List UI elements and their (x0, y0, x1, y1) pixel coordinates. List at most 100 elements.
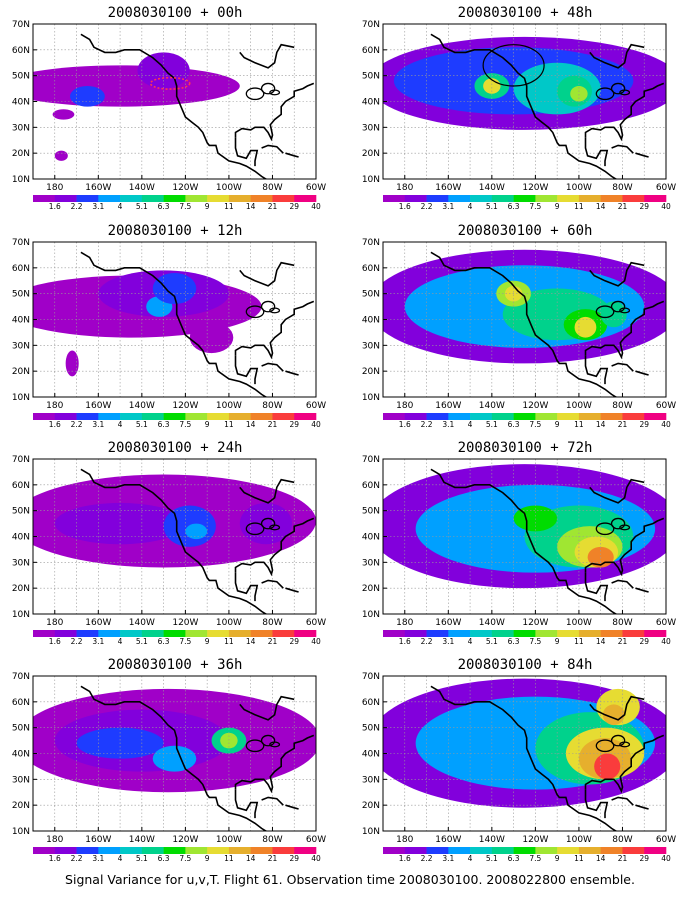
colorbar-swatch (448, 847, 471, 854)
lat-tick-label: 40N (362, 533, 380, 543)
colorbar-swatch (207, 195, 230, 202)
colorbar-label: 21 (268, 637, 278, 646)
lon-tick-label: 120W (172, 835, 198, 845)
colorbar-label: 4 (468, 420, 473, 429)
colorbar-swatch (448, 413, 471, 420)
colorbar-swatch (404, 630, 427, 637)
lon-tick-label: 100W (566, 835, 592, 845)
colorbar-swatch (448, 195, 471, 202)
lat-tick-label: 30N (362, 775, 380, 785)
colorbar-label: 3.1 (442, 202, 454, 211)
colorbar-label: 3.1 (92, 420, 104, 429)
colorbar-swatch (33, 195, 56, 202)
colorbar-label: 29 (289, 637, 299, 646)
map-plot: 10N 20N 30N 40N 50N 60N 70N 180 160W 140W 120W 100W… (362, 238, 676, 429)
colorbar-swatch (207, 413, 230, 420)
colorbar-label: 7.5 (529, 202, 541, 211)
colorbar-swatch (491, 630, 514, 637)
lat-tick-label: 70N (362, 455, 380, 465)
lat-tick-label: 10N (12, 827, 30, 837)
lat-tick-label: 40N (362, 750, 380, 760)
colorbar-label: 5.1 (136, 637, 148, 646)
colorbar-label: 2.2 (421, 854, 433, 863)
variance-shading (33, 65, 240, 107)
colorbar-label: 6.3 (158, 420, 170, 429)
colorbar-label: 14 (596, 637, 606, 646)
colorbar-swatch (622, 847, 645, 854)
lat-tick-label: 30N (12, 775, 30, 785)
lon-tick-label: 160W (85, 401, 111, 411)
colorbar-swatch (622, 195, 645, 202)
lat-tick-label: 70N (12, 20, 30, 30)
colorbar-swatch (535, 630, 558, 637)
colorbar-label: 2.2 (71, 637, 83, 646)
colorbar-label: 21 (618, 637, 628, 646)
colorbar-swatch (207, 847, 230, 854)
lon-tick-label: 140W (479, 835, 505, 845)
colorbar-label: 9 (555, 420, 560, 429)
colorbar-label: 1.6 (399, 637, 411, 646)
colorbar-swatch (600, 413, 623, 420)
colorbar-label: 1.6 (49, 637, 61, 646)
colorbar-swatch (644, 413, 667, 420)
colorbar-label: 1.6 (399, 202, 411, 211)
colorbar-swatch (470, 195, 493, 202)
colorbar-label: 14 (596, 854, 606, 863)
lat-tick-label: 20N (362, 801, 380, 811)
colorbar-swatch (578, 195, 601, 202)
colorbar-label: 9 (205, 637, 210, 646)
lon-tick-label: 120W (172, 618, 198, 628)
variance-shading (570, 86, 588, 102)
colorbar-swatch (272, 847, 295, 854)
colorbar-label: 2.2 (71, 854, 83, 863)
colorbar-label: 2.2 (421, 202, 433, 211)
colorbar-label: 14 (246, 202, 256, 211)
colorbar-label: 29 (639, 420, 649, 429)
colorbar-label: 6.3 (508, 202, 520, 211)
lat-tick-label: 60N (12, 264, 30, 274)
lon-tick-label: 60W (306, 618, 326, 628)
colorbar-swatch (470, 413, 493, 420)
colorbar-label: 11 (224, 854, 234, 863)
colorbar-label: 7.5 (179, 420, 191, 429)
map-plot: 10N 20N 30N 40N 50N 60N 70N 180 160W 140W 120W 100W… (362, 672, 676, 863)
colorbar-label: 21 (618, 420, 628, 429)
lat-tick-label: 50N (12, 72, 30, 82)
colorbar-label: 5.1 (486, 420, 498, 429)
colorbar-label: 14 (596, 420, 606, 429)
lat-tick-label: 20N (362, 149, 380, 159)
colorbar-label: 4 (118, 420, 123, 429)
colorbar-swatch (272, 195, 295, 202)
colorbar-label: 14 (246, 637, 256, 646)
colorbar-swatch (557, 195, 580, 202)
colorbar-swatch (383, 847, 406, 854)
map-panel-0h: 2008030100 + 00h 10N 20N 30N 40N 50N 60N 70N 180… (12, 4, 333, 216)
colorbar-swatch (250, 195, 273, 202)
colorbar-swatch (383, 195, 406, 202)
lon-tick-label: 120W (522, 618, 548, 628)
colorbar-label: 11 (574, 854, 584, 863)
lon-tick-label: 100W (216, 401, 242, 411)
colorbar-swatch (54, 413, 77, 420)
lon-tick-label: 60W (656, 618, 676, 628)
colorbar-label: 3.1 (92, 202, 104, 211)
lon-tick-label: 180 (46, 618, 63, 628)
lat-tick-label: 30N (12, 558, 30, 568)
lat-tick-label: 30N (362, 558, 380, 568)
lon-tick-label: 80W (262, 835, 282, 845)
lat-tick-label: 10N (362, 610, 380, 620)
lon-tick-label: 180 (396, 618, 413, 628)
lon-tick-label: 180 (46, 401, 63, 411)
colorbar-swatch (535, 195, 558, 202)
colorbar-swatch (513, 847, 536, 854)
colorbar-label: 11 (574, 420, 584, 429)
colorbar-label: 6.3 (508, 854, 520, 863)
lon-tick-label: 60W (656, 401, 676, 411)
colorbar-label: 6.3 (508, 420, 520, 429)
colorbar-label: 4 (118, 637, 123, 646)
colorbar-label: 2.2 (421, 637, 433, 646)
colorbar-swatch (272, 413, 295, 420)
colorbar-label: 5.1 (486, 637, 498, 646)
colorbar-swatch (557, 847, 580, 854)
lat-tick-label: 20N (12, 149, 30, 159)
